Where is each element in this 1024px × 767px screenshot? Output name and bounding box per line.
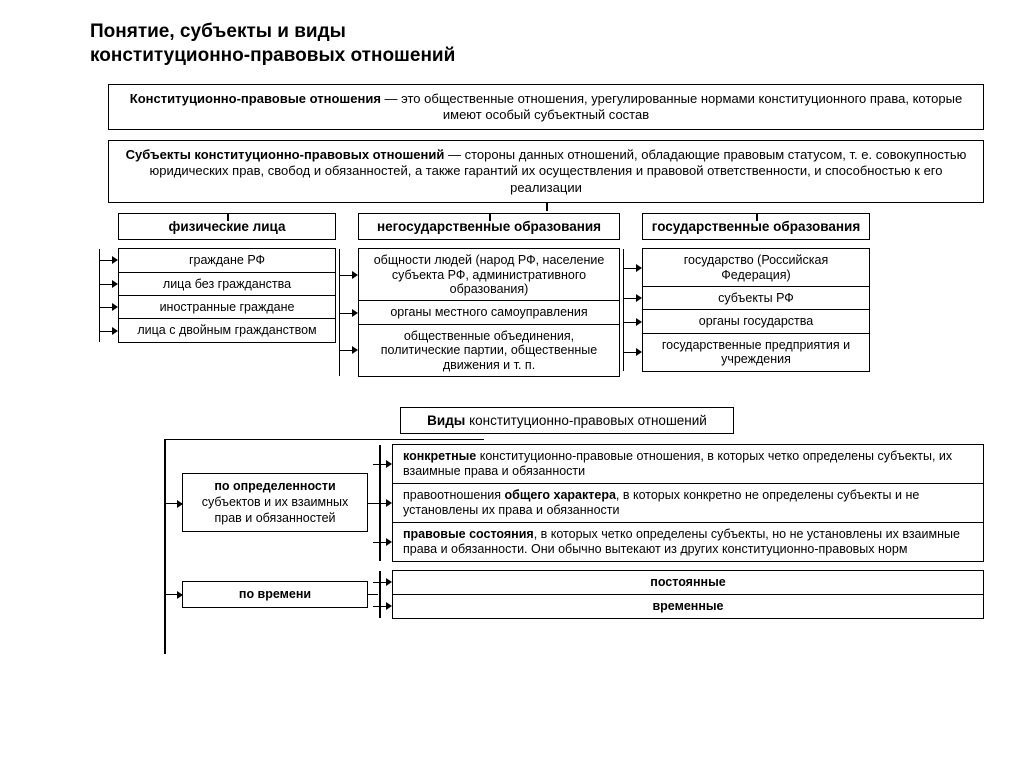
- column-item: лица с двойным гражданством: [119, 319, 335, 341]
- column-item: органы местного самоуправления: [359, 301, 619, 324]
- column-item: иностранные граждане: [119, 296, 335, 319]
- subjects-columns: физические лицаграждане РФлица без гражд…: [118, 213, 984, 377]
- criterion-box: по времени: [182, 581, 368, 609]
- connector: [756, 213, 758, 221]
- column-item: общественные объединения, политические п…: [359, 325, 619, 376]
- def1-text: — это общественные отношения, урегулиров…: [381, 91, 962, 122]
- column-item: лица без гражданства: [119, 273, 335, 296]
- subject-column: негосударственные образованияобщности лю…: [358, 213, 620, 377]
- column-items: граждане РФлица без гражданстваиностранн…: [118, 248, 336, 343]
- definitions: Конституционно-правовые отношения — это …: [108, 84, 984, 203]
- subject-column: государственные образованиягосударство (…: [642, 213, 870, 372]
- title-line-1: Понятие, субъекты и виды: [90, 21, 346, 42]
- group-item: временные: [393, 595, 983, 618]
- group-item: правовые состояния, в которых четко опре…: [393, 523, 983, 561]
- column-item: государственные предприятия и учреждения: [643, 334, 869, 371]
- column-item: граждане РФ: [119, 249, 335, 272]
- group-item: конкретные конституционно-правовые отнош…: [393, 445, 983, 484]
- item-bold: временные: [652, 599, 723, 613]
- item-pre: правоотношения: [403, 488, 505, 502]
- item-bold: конкретные: [403, 449, 476, 463]
- connector: [164, 439, 166, 654]
- criterion-rest: субъектов и их взаимных прав и обязаннос…: [202, 495, 348, 525]
- types-groups: по определенности субъектов и их взаимны…: [150, 444, 984, 619]
- types-header-wrap: Виды конституционно-правовых отношений: [150, 407, 984, 434]
- item-bold: общего характера: [505, 488, 616, 502]
- def1-term: Конституционно-правовые отношения: [130, 91, 381, 106]
- def2-term: Субъекты конституционно-правовых отношен…: [126, 147, 445, 162]
- connector: [368, 503, 378, 504]
- type-group: по определенности субъектов и их взаимны…: [150, 444, 984, 562]
- column-items: общности людей (народ РФ, население субъ…: [358, 248, 620, 377]
- connector: [99, 249, 100, 342]
- definition-2: Субъекты конституционно-правовых отношен…: [108, 140, 984, 203]
- connector: [379, 571, 381, 618]
- connector: [546, 203, 548, 211]
- connector: [164, 503, 182, 504]
- type-group: по времени постоянные временные: [150, 570, 984, 619]
- definition-1: Конституционно-правовые отношения — это …: [108, 84, 984, 131]
- item-rest: конституционно-правовые отношения, в кот…: [403, 449, 952, 478]
- types-header-rest: конституционно-правовых отношений: [465, 413, 707, 428]
- column-item: государство (Российская Федерация): [643, 249, 869, 287]
- column-items: государство (Российская Федерация)субъек…: [642, 248, 870, 371]
- item-bold: постоянные: [650, 575, 725, 589]
- connector: [164, 594, 182, 595]
- group-item: постоянные: [393, 571, 983, 595]
- title-line-2: конституционно-правовых отношений: [90, 45, 455, 66]
- types-header: Виды конституционно-правовых отношений: [400, 407, 734, 434]
- item-bold: правовые состояния: [403, 527, 534, 541]
- connector: [164, 439, 484, 441]
- group-items: конкретные конституционно-правовые отнош…: [392, 444, 984, 562]
- column-item: органы государства: [643, 310, 869, 333]
- group-item: правоотношения общего характера, в котор…: [393, 484, 983, 523]
- criterion-bold: по времени: [239, 587, 311, 601]
- subject-column: физические лицаграждане РФлица без гражд…: [118, 213, 336, 343]
- types-section: Виды конституционно-правовых отношений п…: [150, 407, 984, 619]
- column-item: субъекты РФ: [643, 287, 869, 310]
- page-title: Понятие, субъекты и виды конституционно-…: [90, 20, 984, 68]
- group-items: постоянные временные: [392, 570, 984, 619]
- criterion-bold: по определенности: [214, 479, 335, 493]
- types-header-bold: Виды: [427, 413, 465, 428]
- criterion-box: по определенности субъектов и их взаимны…: [182, 473, 368, 532]
- connector: [489, 213, 491, 221]
- connector: [227, 213, 229, 221]
- connector: [368, 594, 378, 595]
- column-item: общности людей (народ РФ, население субъ…: [359, 249, 619, 301]
